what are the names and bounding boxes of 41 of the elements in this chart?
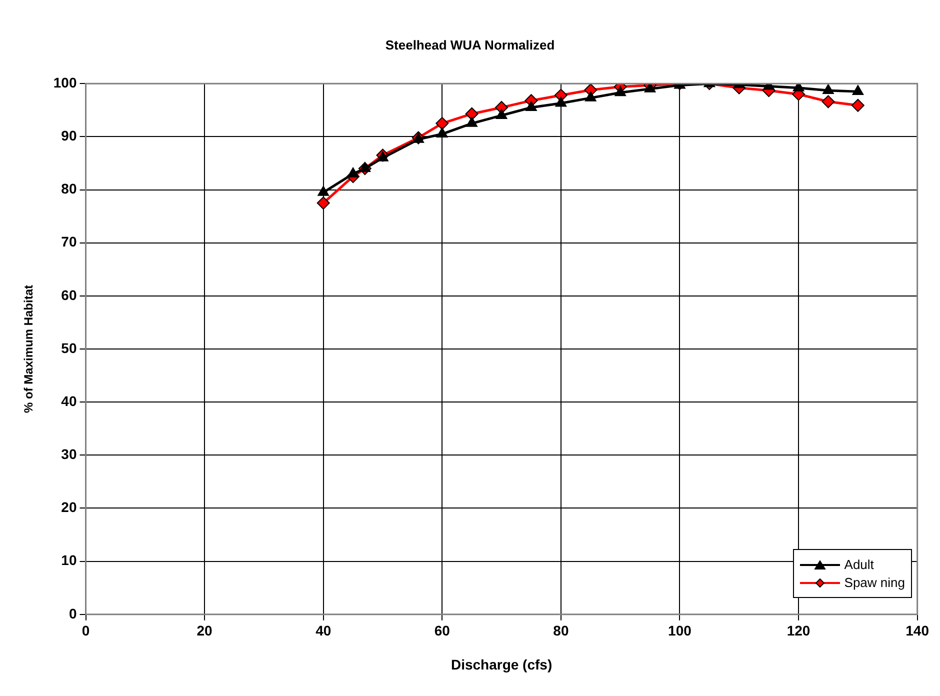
y-tick-label: 90	[61, 128, 77, 144]
point	[466, 116, 478, 127]
x-tick-label: 140	[906, 622, 930, 639]
point	[852, 85, 864, 96]
chart-title: Steelhead WUA Normalized	[385, 37, 555, 52]
point	[584, 91, 596, 102]
y-tick-label: 80	[61, 180, 77, 197]
x-tick-label: 0	[82, 622, 90, 639]
point	[316, 196, 330, 210]
x-tick-label: 100	[668, 622, 692, 639]
x-tick-label: 40	[316, 622, 332, 639]
y-axis-title: % of Maximum Habitat	[22, 284, 36, 414]
y-tick-label: 70	[61, 234, 77, 250]
point	[436, 116, 449, 130]
point	[526, 100, 537, 111]
y-tick-label: 0	[68, 605, 77, 622]
point	[822, 95, 835, 108]
y-tick-label: 60	[61, 286, 77, 303]
legend-label: Adult	[844, 557, 874, 572]
point	[347, 167, 359, 178]
point	[465, 107, 478, 120]
point	[851, 98, 864, 112]
x-tick-label: 60	[434, 622, 450, 639]
y-tick-label: 10	[61, 552, 77, 568]
point	[614, 86, 626, 96]
y-tick-label: 20	[61, 499, 77, 516]
point	[436, 128, 448, 138]
y-tick-label: 100	[53, 74, 77, 90]
point	[318, 186, 330, 196]
point	[377, 151, 388, 162]
y-tick-label: 40	[61, 392, 77, 409]
point	[555, 96, 567, 107]
point	[496, 108, 508, 119]
y-tick-label: 50	[61, 340, 77, 356]
x-axis-title: Discharge (cfs)	[450, 656, 552, 672]
x-tick-label: 120	[786, 622, 810, 639]
x-tick-label: 20	[196, 622, 213, 639]
x-tick-label: 80	[553, 622, 569, 639]
point	[822, 84, 834, 94]
legend-label: Spaw ning	[844, 575, 905, 590]
y-tick-label: 30	[61, 446, 77, 462]
